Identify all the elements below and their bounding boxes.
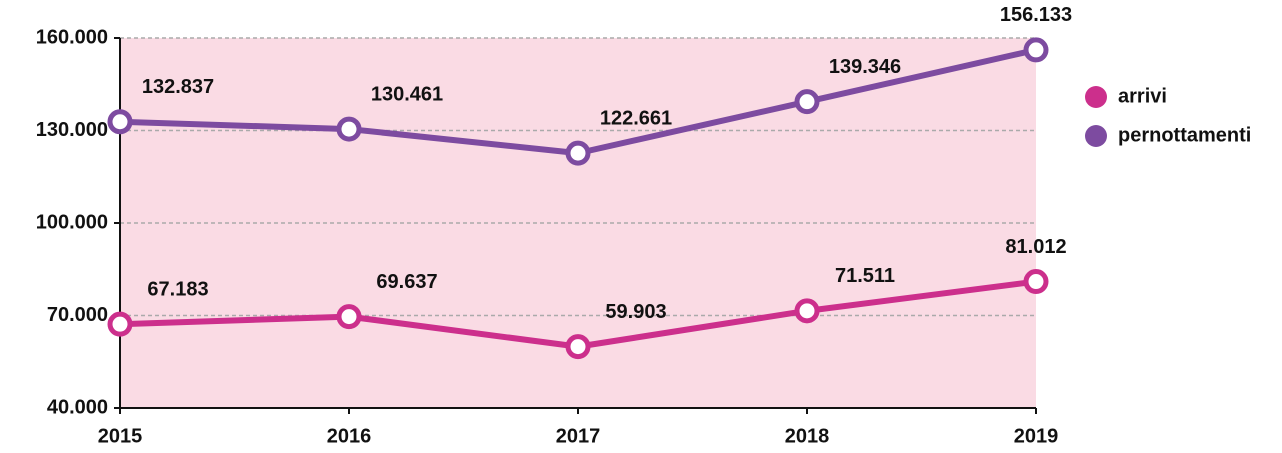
data-label: 69.637 bbox=[376, 271, 437, 293]
x-tick-label: 2016 bbox=[327, 425, 372, 447]
y-tick-label: 70.000 bbox=[47, 304, 108, 326]
x-tick-label: 2017 bbox=[556, 425, 601, 447]
data-point bbox=[336, 304, 362, 330]
data-point bbox=[336, 116, 362, 142]
data-label: 156.133 bbox=[1000, 4, 1072, 26]
data-point bbox=[1023, 269, 1049, 295]
x-tick-label: 2019 bbox=[1014, 425, 1059, 447]
y-tick-label: 130.000 bbox=[36, 119, 108, 141]
data-point bbox=[565, 140, 591, 166]
data-label: 67.183 bbox=[147, 278, 208, 300]
legend-label: arrivi bbox=[1118, 85, 1167, 107]
x-tick-label: 2018 bbox=[785, 425, 830, 447]
data-point bbox=[1023, 37, 1049, 63]
data-label: 130.461 bbox=[371, 83, 443, 105]
data-point bbox=[107, 109, 133, 135]
data-label: 81.012 bbox=[1005, 236, 1066, 258]
y-tick-label: 100.000 bbox=[36, 211, 108, 233]
data-point bbox=[794, 89, 820, 115]
data-label: 139.346 bbox=[829, 56, 901, 78]
data-label: 132.837 bbox=[142, 76, 214, 98]
data-label: 71.511 bbox=[835, 265, 895, 287]
data-point bbox=[107, 311, 133, 337]
data-label: 122.661 bbox=[600, 107, 672, 129]
data-point bbox=[794, 298, 820, 324]
y-tick-label: 160.000 bbox=[36, 26, 108, 48]
legend-marker bbox=[1085, 125, 1107, 147]
data-point bbox=[565, 334, 591, 360]
legend-label: pernottamenti bbox=[1118, 124, 1251, 146]
data-label: 59.903 bbox=[605, 301, 666, 323]
y-tick-label: 40.000 bbox=[47, 396, 108, 418]
x-tick-label: 2015 bbox=[98, 425, 143, 447]
legend-marker bbox=[1085, 86, 1107, 108]
